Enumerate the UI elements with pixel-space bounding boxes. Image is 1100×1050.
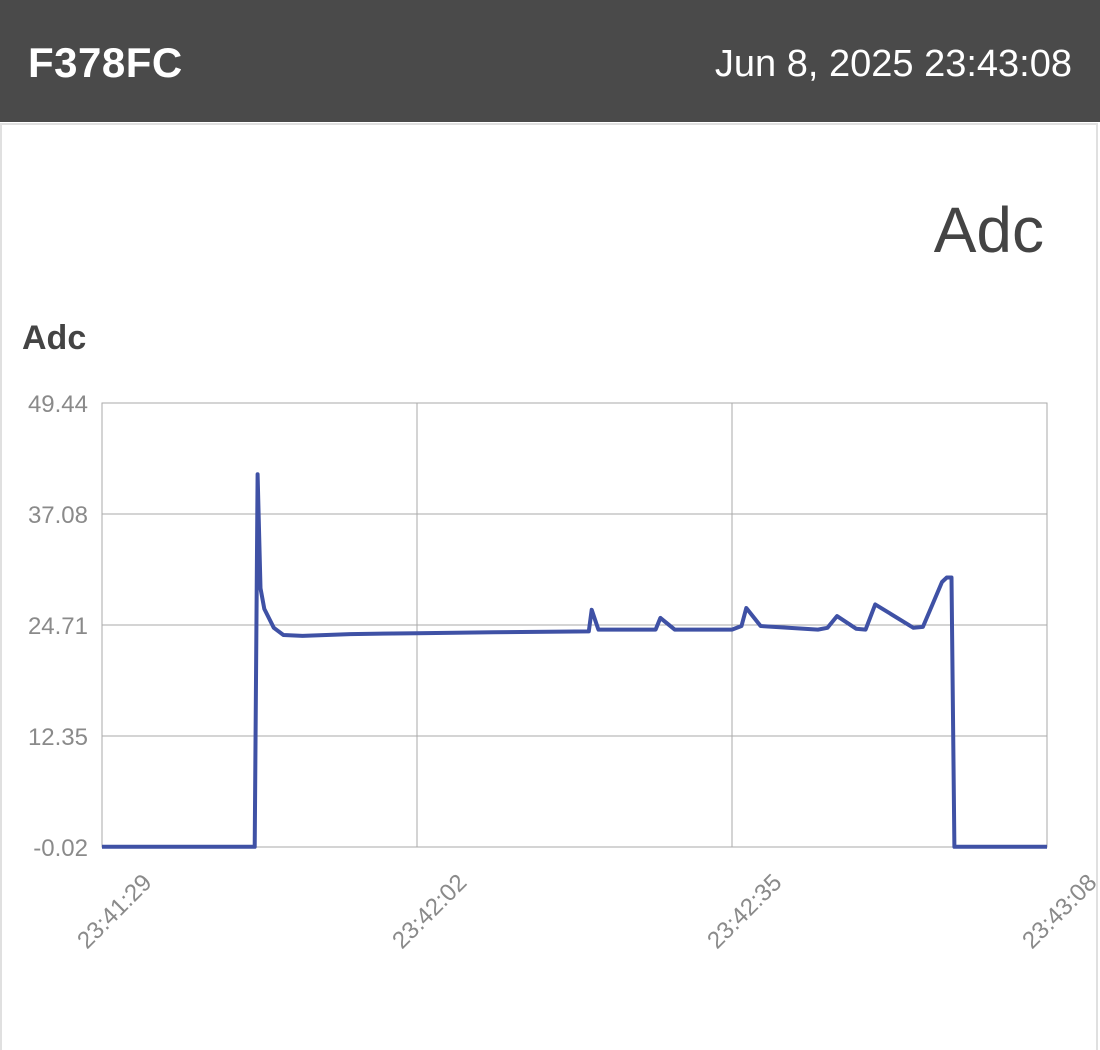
timestamp: Jun 8, 2025 23:43:08 [714, 43, 1072, 85]
device-id: F378FC [28, 39, 183, 86]
y-tick-label: 37.08 [28, 502, 88, 529]
y-tick-label: -0.02 [33, 835, 88, 862]
card-title: Adc [933, 194, 1044, 266]
y-axis-label: Adc [22, 319, 86, 357]
x-tick-label: 23:43:08 [1017, 869, 1100, 954]
y-tick-label: 24.71 [28, 613, 88, 640]
x-tick-label: 23:41:29 [72, 869, 157, 954]
chart-card [0, 123, 1098, 1050]
y-tick-label: 12.35 [28, 724, 88, 751]
x-tick-label: 23:42:35 [702, 869, 787, 954]
y-tick-label: 49.44 [28, 391, 88, 418]
x-tick-label: 23:42:02 [387, 869, 472, 954]
adc-series-line [102, 472, 1047, 849]
app-header: F378FC Jun 8, 2025 23:43:08 [0, 0, 1100, 122]
